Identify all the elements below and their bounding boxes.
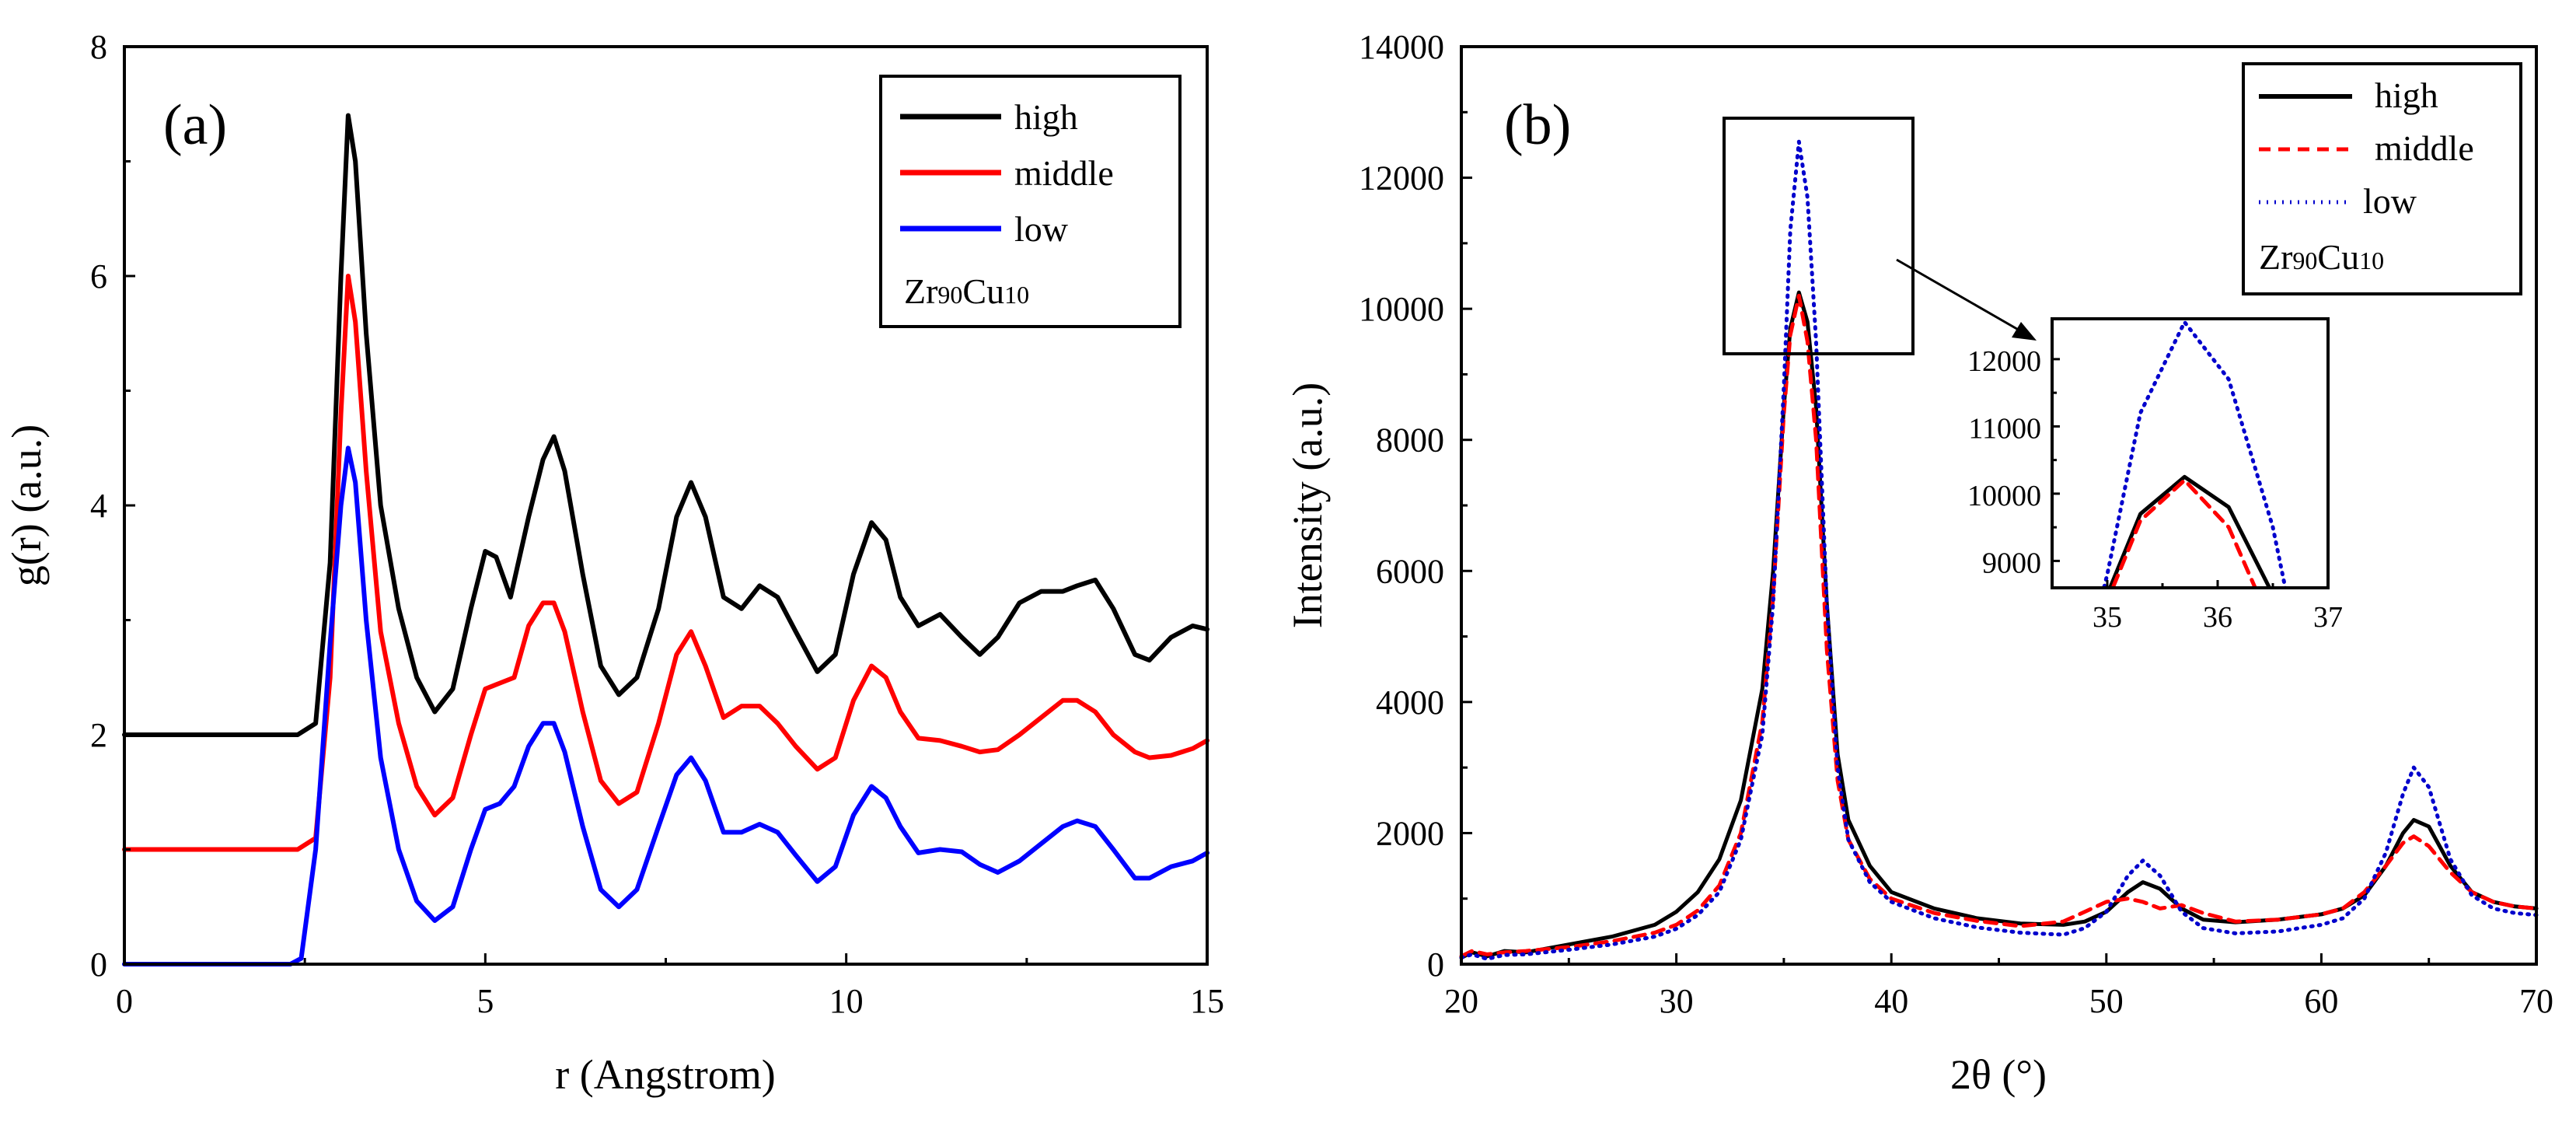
- a-series-layer: [122, 113, 1209, 966]
- b-y-tick-label: 6000: [1376, 552, 1444, 590]
- b-y-tick-label: 4000: [1376, 683, 1444, 722]
- a-x-tick-label: 0: [116, 982, 133, 1020]
- inset-x-tick-label: 37: [2313, 601, 2343, 634]
- a-x-tick-label: 15: [1190, 982, 1224, 1020]
- b-y-tick-label: 0: [1427, 945, 1444, 984]
- b-legend-note: Zr90Cu10: [2259, 237, 2384, 277]
- b-panel-label: (b): [1504, 93, 1571, 157]
- b-y-tick-label: 8000: [1376, 421, 1444, 460]
- inset-x-tick-label: 35: [2093, 601, 2122, 634]
- a-axis-ticks: 0 5 10 15 0 2 4 6 8: [90, 28, 1224, 1020]
- b-x-axis-label: 2θ (°): [1950, 1051, 2047, 1098]
- a-series-line-high: [122, 113, 1209, 737]
- b-inset-chart: 35 36 37 9000 10000 11000 12000: [1967, 317, 2343, 634]
- a-note-zr: Zr: [904, 271, 937, 311]
- a-y-tick-label: 2: [90, 716, 107, 754]
- a-x-axis-label: r (Angstrom): [555, 1051, 775, 1098]
- a-series-line-middle: [122, 274, 1209, 852]
- a-x-tick-label: 10: [829, 982, 864, 1020]
- chart-panel-b: 20 30 40 50 60 70 0 2000 4000 6000 8000 10000 12000 1…: [1284, 28, 2553, 1098]
- a-legend-box: [879, 75, 1182, 328]
- a-panel-label: (a): [163, 93, 227, 157]
- b-axis-ticks: 20 30 40 50 60 70 0 2000 4000 6000 8000 10000 12000 1…: [1359, 28, 2553, 1020]
- a-legend-label-middle: middle: [1014, 153, 1114, 193]
- b-y-tick-label: 14000: [1359, 28, 1444, 66]
- b-zoom-arrowhead: [2012, 322, 2037, 341]
- b-legend-label-middle: middle: [2375, 128, 2474, 168]
- a-note-cu: Cu: [962, 271, 1004, 311]
- b-x-tick-label: 70: [2519, 982, 2553, 1020]
- b-y-axis-label: Intensity (a.u.): [1284, 383, 1331, 628]
- a-y-tick-label: 6: [90, 257, 107, 295]
- b-zoom-arrow: [1896, 258, 2022, 333]
- b-note-90: 90: [2292, 246, 2317, 274]
- b-y-tick-label: 12000: [1359, 159, 1444, 197]
- inset-y-tick-label: 11000: [1968, 412, 2041, 445]
- b-y-tick-label: 10000: [1359, 290, 1444, 328]
- a-legend: high middle low Zr90Cu10: [879, 75, 1182, 328]
- inset-y-tick-label: 10000: [1967, 480, 2041, 512]
- a-y-tick-label: 0: [90, 945, 107, 984]
- inset-x-tick-label: 36: [2203, 601, 2232, 634]
- a-legend-label-high: high: [1014, 97, 1078, 137]
- a-y-tick-label: 4: [90, 487, 107, 525]
- inset-axis-ticks: 35 36 37 9000 10000 11000 12000: [1967, 345, 2343, 634]
- b-series-layer: [1459, 139, 2539, 961]
- b-x-tick-label: 30: [1660, 982, 1694, 1020]
- b-legend-label-high: high: [2375, 75, 2438, 115]
- b-note-cu: Cu: [2317, 237, 2359, 277]
- a-y-axis-label: g(r) (a.u.): [3, 425, 50, 586]
- b-note-10: 10: [2359, 246, 2384, 274]
- b-x-tick-label: 40: [1874, 982, 1908, 1020]
- a-note-10: 10: [1004, 281, 1029, 309]
- a-note-90: 90: [937, 281, 962, 309]
- b-legend-box: [2242, 62, 2522, 295]
- a-legend-label-low: low: [1014, 209, 1069, 249]
- inset-frame: [2051, 317, 2330, 589]
- a-y-tick-label: 8: [90, 28, 107, 66]
- b-x-tick-label: 50: [2089, 982, 2124, 1020]
- b-x-tick-label: 20: [1444, 982, 1478, 1020]
- b-legend: high middle low Zr90Cu10: [2242, 62, 2522, 295]
- b-legend-label-low: low: [2363, 181, 2417, 221]
- chart-panel-a: 0 5 10 15 0 2 4 6 8 (a) r (Angstrom) g(r) (a.u.)…: [3, 28, 1224, 1098]
- a-series-line-low: [122, 446, 1209, 966]
- b-y-tick-label: 2000: [1376, 814, 1444, 852]
- b-note-zr: Zr: [2259, 237, 2292, 277]
- b-x-tick-label: 60: [2304, 982, 2338, 1020]
- inset-y-tick-label: 12000: [1967, 345, 2041, 378]
- a-x-tick-label: 5: [476, 982, 494, 1020]
- b-series-line-middle: [1459, 293, 2539, 959]
- a-legend-note: Zr90Cu10: [904, 271, 1029, 311]
- b-series-line-low: [1459, 139, 2539, 961]
- inset-y-tick-label: 9000: [1982, 547, 2041, 579]
- b-zoom-box: [1723, 117, 1915, 355]
